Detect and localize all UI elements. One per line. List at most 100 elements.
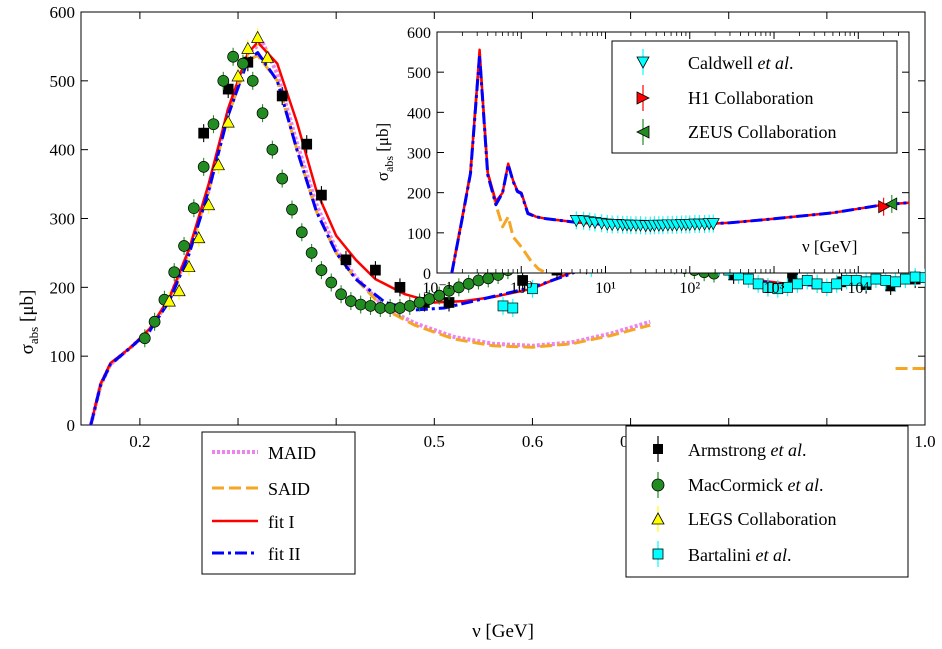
- main-y-axis-label: σabs [μb]: [17, 290, 41, 355]
- maccormick-data-point: [413, 296, 426, 309]
- maccormick-data-point: [168, 266, 181, 279]
- maccormick-data-point: [148, 315, 161, 328]
- legend-data: Armstrong et al. MacCormick et al. LEGS …: [625, 425, 909, 578]
- legend-armstrong-label: Armstrong et al.: [688, 440, 807, 460]
- inset-points: [569, 194, 898, 235]
- bartalini-data-point: [909, 271, 921, 283]
- legend-lines: MAID SAID fit I fit II: [201, 431, 356, 575]
- bartalini-data-point: [870, 273, 882, 285]
- legs-data-point: [251, 30, 265, 43]
- h1-data-point: [878, 200, 891, 214]
- armstrong-data-point: [340, 254, 352, 266]
- main-y-tick-label: 300: [50, 210, 76, 229]
- legend-caldwell-label: Caldwell et al.: [688, 53, 794, 73]
- bartalini-data-point: [742, 273, 754, 285]
- bartalini-data-point: [890, 276, 901, 288]
- legend-zeus-label: ZEUS Collaboration: [688, 122, 836, 142]
- maccormick-data-point: [138, 332, 151, 345]
- maccormick-data-point: [394, 302, 406, 314]
- armstrong-data-point: [198, 127, 210, 139]
- maccormick-data-point: [364, 300, 377, 312]
- bartalini-data-point: [900, 273, 911, 285]
- inset-y-tick-label: 0: [423, 266, 431, 283]
- bartalini-data-point: [831, 278, 843, 290]
- main-x-tick-label: 0.6: [522, 432, 543, 451]
- legend-legs-marker: [651, 506, 665, 532]
- maccormick-data-point: [207, 118, 220, 131]
- bartalini-data-point: [527, 283, 538, 295]
- armstrong-data-point: [370, 264, 381, 276]
- maccormick-data-point: [472, 274, 485, 287]
- maccormick-data-point: [197, 161, 210, 173]
- maccormick-data-point: [305, 247, 318, 259]
- legend-bartalini-label: Bartalini et al.: [688, 545, 791, 565]
- main-y-tick-label: 200: [50, 278, 76, 297]
- legend-fit1-label: fit I: [268, 512, 295, 532]
- maccormick-data-point: [452, 281, 465, 294]
- legs-data-point: [260, 50, 275, 63]
- bartalini-data-point: [752, 278, 764, 290]
- legend-h1-marker: [636, 85, 650, 111]
- main-y-tick-label: 100: [50, 347, 76, 366]
- maccormick-data-point: [325, 276, 338, 289]
- legs-data-point: [201, 198, 216, 211]
- maccormick-data-point: [482, 272, 495, 285]
- legend-maccormick-marker: [651, 472, 665, 498]
- inset-y-tick-label: 300: [407, 146, 431, 163]
- inset-y-tick-label: 500: [407, 65, 431, 82]
- inset-y-ticks: 0 100 200 300 400 500 600: [407, 25, 909, 283]
- inset-x-tick-label: 10⁴: [847, 280, 869, 297]
- inset-x-tick-label: 10⁻¹: [422, 280, 451, 297]
- main-y-tick-label: 500: [50, 72, 76, 91]
- legend-maccormick-label: MacCormick et al.: [688, 475, 823, 495]
- maccormick-data-point: [462, 278, 475, 290]
- legs-data-point: [211, 158, 225, 171]
- inset-y-axis-label: σabs [μb]: [373, 123, 396, 181]
- bartalini-data-point: [811, 278, 823, 290]
- inset-y-tick-label: 200: [407, 186, 431, 203]
- inset-y-tick-label: 600: [407, 25, 431, 42]
- inset-x-axis-label: ν [GeV]: [802, 237, 857, 256]
- legend-inset: Caldwell et al. H1 Collaboration ZEUS Co…: [611, 40, 898, 154]
- maccormick-data-point: [433, 289, 446, 302]
- maccormick-data-point: [286, 203, 298, 216]
- inset-x-ticks: 10⁻¹ 10⁰ 10¹ 10² 10³ 10⁴: [422, 32, 910, 297]
- inset-x-tick-label: 10²: [679, 280, 700, 297]
- maccormick-data-point: [345, 295, 357, 307]
- maccormick-data-point: [188, 202, 200, 215]
- legs-data-point: [231, 69, 245, 82]
- legend-bartalini-marker: [652, 541, 664, 567]
- legs-data-point: [192, 231, 206, 244]
- armstrong-data-point: [316, 189, 327, 201]
- zeus-data-point: [885, 197, 898, 211]
- legs-data-point: [221, 115, 235, 128]
- legend-legs-label: LEGS Collaboration: [688, 509, 836, 529]
- maccormick-data-point: [217, 74, 230, 87]
- main-x-axis-label: ν [GeV]: [472, 621, 534, 642]
- armstrong-data-point: [301, 138, 313, 150]
- bartalini-data-point: [880, 275, 892, 286]
- bartalini-data-point: [801, 275, 813, 286]
- inset-x-tick-label: 10³: [764, 280, 785, 297]
- legend-h1-label: H1 Collaboration: [688, 88, 813, 108]
- legend-maid-label: MAID: [268, 443, 316, 463]
- legend-said-label: SAID: [268, 479, 310, 499]
- legend-fit2-label: fit II: [268, 544, 300, 564]
- maccormick-data-point: [227, 50, 239, 63]
- legs-data-point: [241, 41, 255, 54]
- maccormick-data-point: [403, 300, 416, 312]
- main-y-ticks: 0 100 200 300 400 500 600: [50, 3, 925, 435]
- maccormick-data-point: [246, 74, 259, 87]
- maccormick-data-point: [335, 288, 347, 301]
- armstrong-data-point: [517, 275, 528, 286]
- main-x-tick-label: 0.2: [129, 432, 150, 451]
- inset-curves: [450, 48, 909, 273]
- inset-curve-fit-ii: [450, 54, 909, 273]
- caldwell-data-point: [706, 218, 720, 231]
- main-y-tick-label: 0: [67, 416, 76, 435]
- maccormick-data-point: [276, 172, 289, 185]
- armstrong-data-point: [394, 281, 406, 293]
- main-y-tick-label: 400: [50, 141, 76, 160]
